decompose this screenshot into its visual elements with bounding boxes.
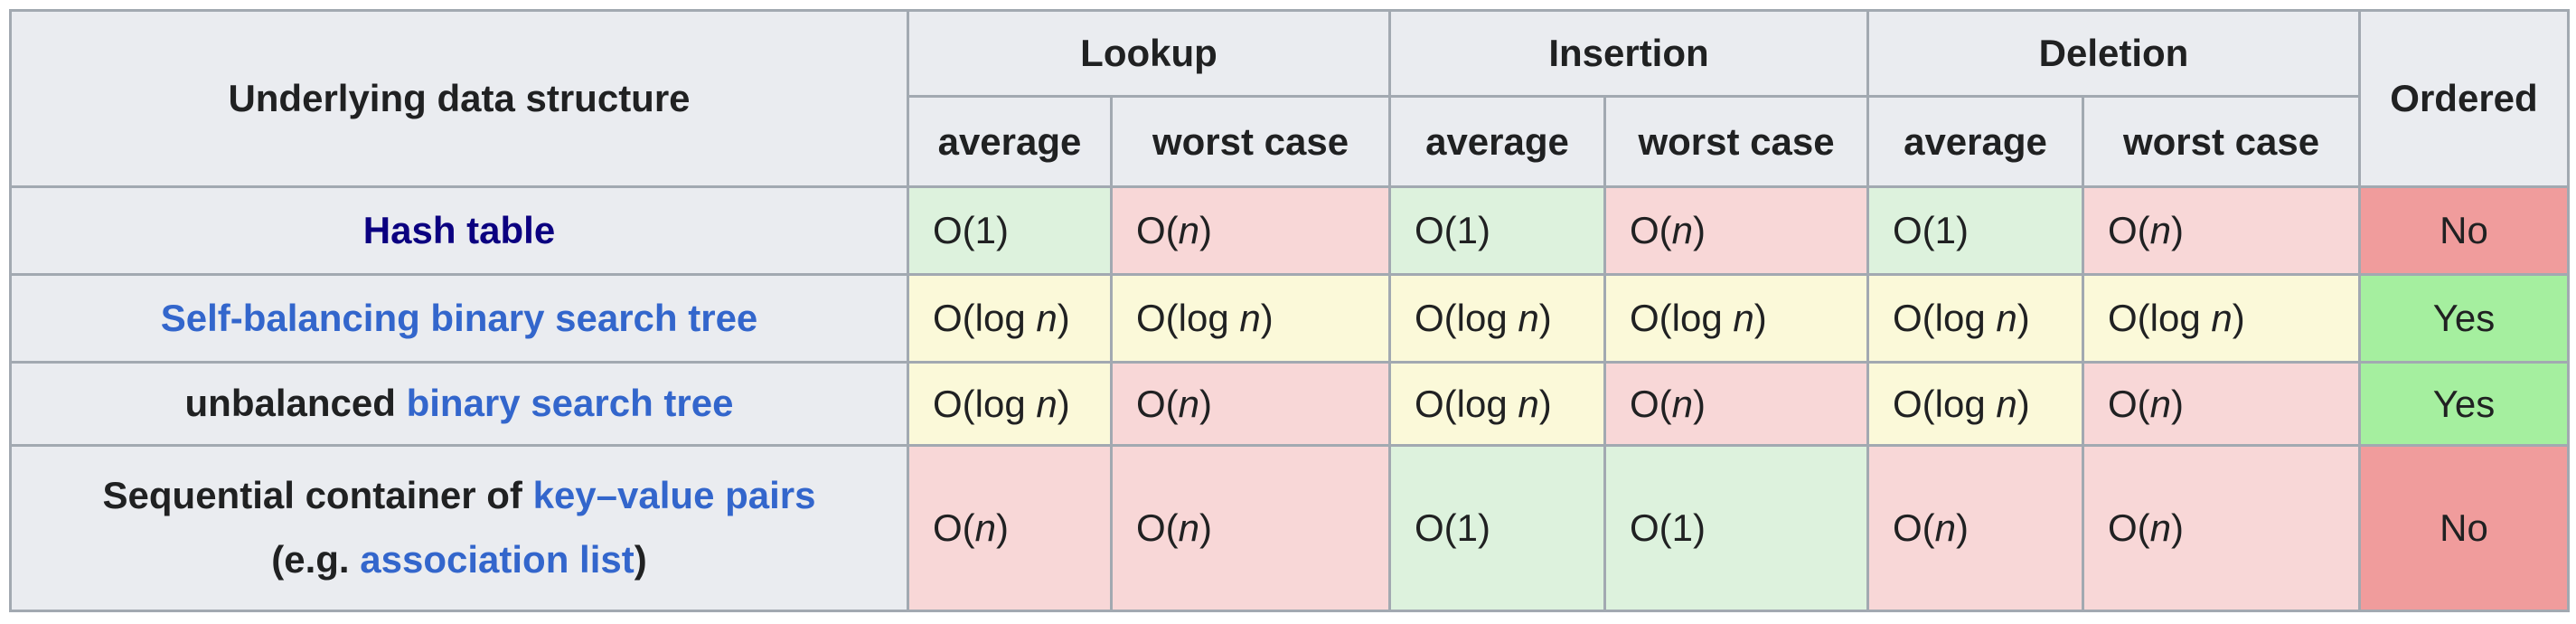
wiki-link[interactable]: Hash table [362, 208, 556, 251]
complexity-cell: O(log n) [1866, 361, 2084, 447]
col-header-ordered: Ordered [2358, 9, 2570, 188]
complexity-cell: O(1) [1866, 185, 2084, 276]
complexity-cell: O(log n) [1388, 361, 1606, 447]
col-subheader-deletion-worst-case: worst case [2082, 95, 2361, 188]
row-header-data-structure: Hash table [9, 185, 909, 276]
complexity-cell: O(log n) [1110, 273, 1391, 364]
complexity-comparison-table: Underlying data structure Lookup Inserti… [9, 9, 2570, 612]
row-header-data-structure: Self-balancing binary search tree [9, 273, 909, 364]
row-header-data-structure: Sequential container of key–value pairs (… [9, 444, 909, 612]
complexity-cell: O(log n) [1603, 273, 1869, 364]
complexity-cell: O(n) [1603, 185, 1869, 276]
table-row: Self-balancing binary search tree O(log n… [9, 273, 2570, 364]
complexity-cell: O(log n) [2082, 273, 2361, 364]
ordered-cell: No [2358, 185, 2570, 276]
col-header-underlying-data-structure: Underlying data structure [9, 9, 909, 188]
row-header-text: unbalanced [184, 382, 407, 425]
complexity-cell: O(n) [907, 444, 1113, 612]
complexity-cell: O(n) [2082, 444, 2361, 612]
col-header-deletion: Deletion [1866, 9, 2361, 98]
wiki-link[interactable]: association list [360, 538, 635, 581]
complexity-cell: O(1) [1388, 444, 1606, 612]
table-row: Sequential container of key–value pairs (… [9, 444, 2570, 612]
header-row-subheaders: average worst case average worst case av… [11, 95, 2569, 188]
col-subheader-insertion-average: average [1388, 95, 1606, 188]
complexity-cell: O(n) [1866, 444, 2084, 612]
complexity-cell: O(1) [1388, 185, 1606, 276]
ordered-cell: No [2358, 444, 2570, 612]
complexity-cell: O(1) [907, 185, 1113, 276]
ordered-cell: Yes [2358, 273, 2570, 364]
header-row-groups: Underlying data structure Lookup Inserti… [9, 9, 2570, 188]
row-header-text: (e.g. [271, 538, 361, 581]
complexity-cell: O(n) [2082, 185, 2361, 276]
col-subheader-insertion-worst-case: worst case [1603, 95, 1869, 188]
complexity-cell: O(n) [1110, 185, 1391, 276]
table-row: Hash table O(1) O(n) O(1) O(n) O(1) O(n) No [9, 185, 2570, 276]
complexity-cell: O(log n) [1388, 273, 1606, 364]
col-subheader-lookup-worst-case: worst case [1110, 95, 1391, 188]
col-subheader-deletion-average: average [1866, 95, 2084, 188]
table-row: unbalanced binary search tree O(log n) O(n… [9, 361, 2570, 447]
wiki-link[interactable]: binary search tree [406, 382, 734, 425]
complexity-cell: O(log n) [907, 361, 1113, 447]
wiki-link[interactable]: Self-balancing binary search tree [160, 296, 758, 339]
row-header-text: Sequential container of [102, 474, 533, 517]
complexity-cell: O(n) [1110, 361, 1391, 447]
complexity-cell: O(n) [1110, 444, 1391, 612]
complexity-cell: O(1) [1603, 444, 1869, 612]
complexity-cell: O(n) [2082, 361, 2361, 447]
complexity-cell: O(log n) [1866, 273, 2084, 364]
row-header-text: ) [634, 538, 647, 581]
col-header-insertion: Insertion [1388, 9, 1869, 98]
complexity-cell: O(n) [1603, 361, 1869, 447]
complexity-cell: O(log n) [907, 273, 1113, 364]
col-header-lookup: Lookup [907, 9, 1391, 98]
ordered-cell: Yes [2358, 361, 2570, 447]
row-header-data-structure: unbalanced binary search tree [9, 361, 909, 447]
col-subheader-lookup-average: average [907, 95, 1113, 188]
wiki-link[interactable]: key–value pairs [532, 474, 816, 517]
